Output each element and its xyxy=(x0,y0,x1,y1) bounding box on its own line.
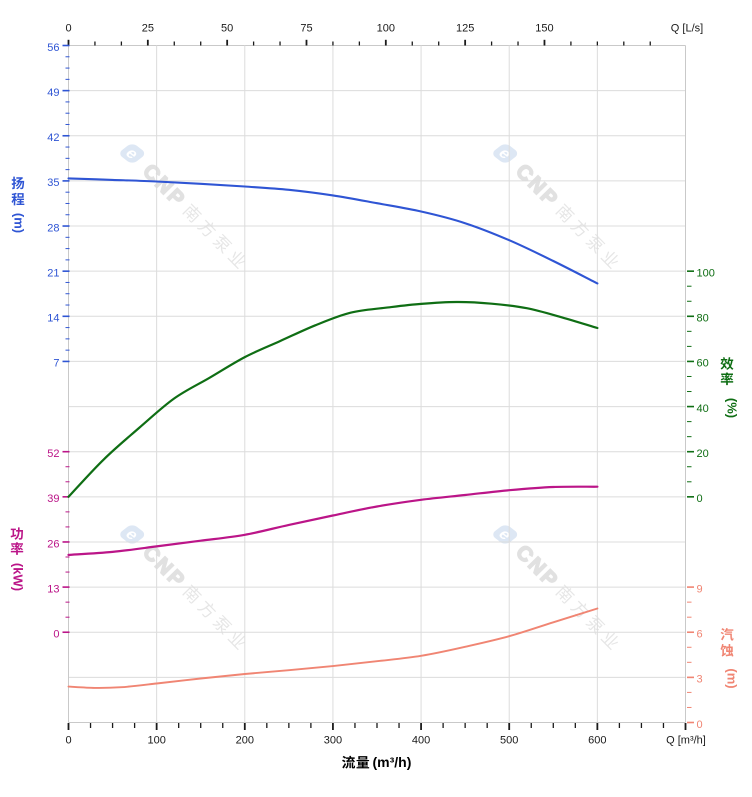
svg-text:0: 0 xyxy=(697,493,703,505)
svg-text:125: 125 xyxy=(456,23,474,35)
svg-text:(kW): (kW) xyxy=(11,563,26,591)
svg-text:150: 150 xyxy=(535,23,553,35)
svg-text:35: 35 xyxy=(47,177,59,189)
svg-text:60: 60 xyxy=(697,358,709,370)
svg-text:100: 100 xyxy=(377,23,395,35)
svg-text:200: 200 xyxy=(236,735,254,747)
svg-text:500: 500 xyxy=(500,735,518,747)
svg-text:75: 75 xyxy=(300,23,312,35)
svg-text:6: 6 xyxy=(697,629,703,641)
svg-text:Q [m³/h]: Q [m³/h] xyxy=(666,735,706,747)
svg-text:(m): (m) xyxy=(12,213,27,233)
svg-text:21: 21 xyxy=(47,267,59,279)
svg-text:3: 3 xyxy=(697,674,703,686)
svg-text:25: 25 xyxy=(142,23,154,35)
svg-text:(m³/h): (m³/h) xyxy=(373,754,412,770)
svg-text:40: 40 xyxy=(697,403,709,415)
svg-text:28: 28 xyxy=(47,222,59,234)
svg-text:7: 7 xyxy=(53,358,59,370)
svg-text:49: 49 xyxy=(47,87,59,99)
svg-text:20: 20 xyxy=(697,448,709,460)
svg-text:300: 300 xyxy=(324,735,342,747)
svg-text:14: 14 xyxy=(47,313,59,325)
svg-text:100: 100 xyxy=(697,267,715,279)
svg-text:100: 100 xyxy=(147,735,165,747)
svg-text:Q [L/s]: Q [L/s] xyxy=(671,23,703,35)
svg-text:0: 0 xyxy=(65,735,71,747)
svg-text:400: 400 xyxy=(412,735,430,747)
svg-text:(%): (%) xyxy=(725,398,740,418)
svg-text:42: 42 xyxy=(47,132,59,144)
svg-text:9: 9 xyxy=(697,583,703,595)
svg-text:52: 52 xyxy=(47,448,59,460)
svg-text:0: 0 xyxy=(697,719,703,731)
svg-text:(m): (m) xyxy=(725,668,740,688)
svg-text:56: 56 xyxy=(47,42,59,54)
svg-text:0: 0 xyxy=(65,23,71,35)
svg-text:26: 26 xyxy=(47,538,59,550)
svg-text:80: 80 xyxy=(697,313,709,325)
svg-text:39: 39 xyxy=(47,493,59,505)
svg-text:0: 0 xyxy=(53,629,59,641)
svg-text:13: 13 xyxy=(47,583,59,595)
svg-text:600: 600 xyxy=(588,735,606,747)
svg-text:50: 50 xyxy=(221,23,233,35)
